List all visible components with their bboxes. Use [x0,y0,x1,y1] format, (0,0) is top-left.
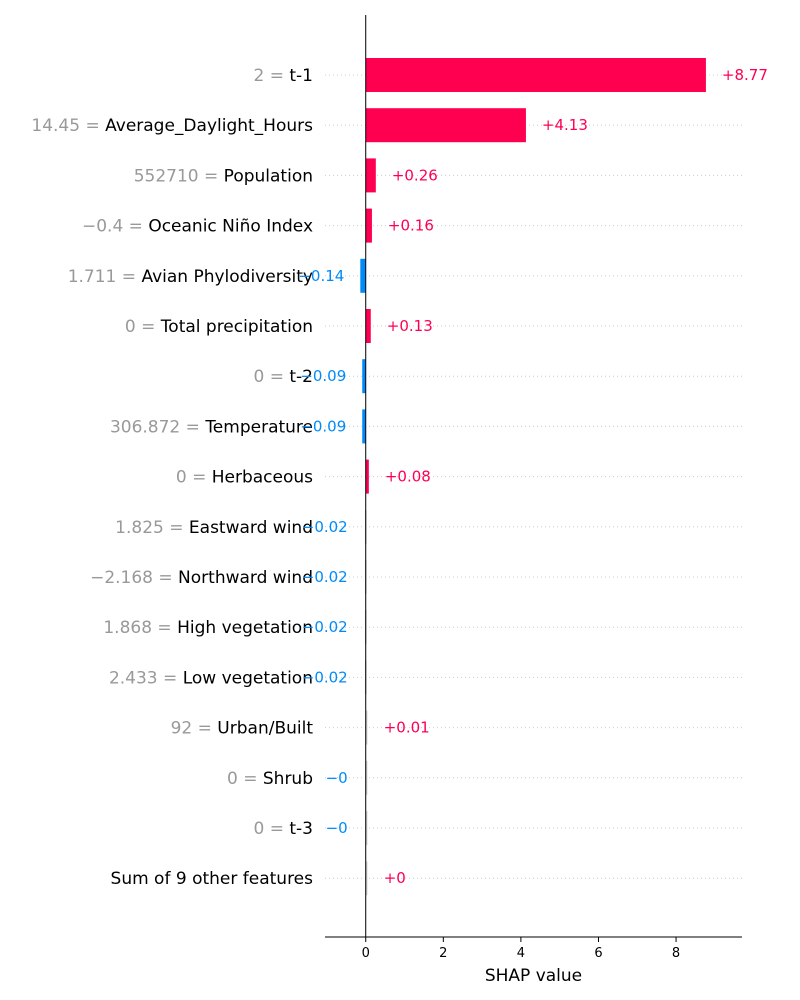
x-axis-label: SHAP value [485,966,582,986]
value-labels: +8.77 +4.13 +0.26 +0.16 −0.14 +0.13 −0.09 −0.09… [298,66,768,887]
value-label: +0.08 [385,468,431,486]
feature-name: Avian Phylodiversity [141,267,313,287]
bar [362,359,366,394]
feature-label: Sum of 9 other features [111,869,314,889]
feature-label: 0 = Shrub [227,769,313,789]
value-label: +4.13 [542,116,588,134]
feature-name: Urban/Built [217,719,313,739]
feature-label: 1.711 = Avian Phylodiversity [68,267,313,287]
feature-name: Low vegetation [183,668,313,688]
value-label: −0 [326,769,348,787]
feature-value: 306.872 = [110,417,205,437]
feature-label: 1.868 = High vegetation [103,618,313,638]
feature-value: 0 = [254,367,290,387]
feature-name: Shrub [263,769,313,789]
value-label: −0.14 [298,267,344,285]
feature-value: 2 = [254,66,290,86]
x-tick-label: 4 [517,946,525,961]
feature-name: Temperature [204,417,313,437]
feature-value: 552710 = [134,166,224,186]
feature-labels: 2 = t-1 14.45 = Average_Daylight_Hours 552… [31,66,313,889]
bar [365,861,368,896]
value-label: +0.16 [388,217,434,235]
feature-label: 14.45 = Average_Daylight_Hours [31,116,313,136]
value-label: −0.02 [302,668,348,686]
x-tick-label: 6 [594,946,602,961]
bar [365,710,368,745]
value-label: +0 [384,869,406,887]
value-label: +0.01 [384,719,430,737]
bar [362,409,366,444]
value-label: −0.02 [302,518,348,536]
bar [365,459,369,494]
x-tick-label: 0 [362,946,370,961]
value-label: +0.13 [387,317,433,335]
bar [365,158,376,193]
feature-name: Total precipitation [160,317,313,337]
feature-value: 0 = [254,819,290,839]
feature-name: Oceanic Niño Index [148,217,313,237]
feature-value: 92 = [171,719,218,739]
feature-label: 0 = Herbaceous [176,468,313,488]
feature-name: Eastward wind [189,518,313,538]
feature-name: Population [224,166,313,186]
feature-name: Sum of 9 other features [111,869,314,889]
value-label: −0 [326,819,348,837]
feature-label: 0 = t-2 [254,367,314,387]
feature-name: Average_Daylight_Hours [105,116,313,136]
bar [365,108,526,143]
bar [365,58,706,92]
feature-label: −0.4 = Oceanic Niño Index [82,217,313,237]
feature-label: 0 = t-3 [254,819,314,839]
feature-value: −2.168 = [90,568,178,588]
value-label: −0.02 [302,568,348,586]
value-label: +0.26 [392,166,438,184]
feature-value: −0.4 = [82,217,148,237]
feature-name: t-3 [289,819,313,839]
feature-value: 1.711 = [68,267,142,287]
feature-label: −2.168 = Northward wind [90,568,313,588]
bar [360,258,366,293]
x-tick-label: 2 [439,946,447,961]
feature-name: t-1 [289,66,313,86]
bar [365,760,368,795]
feature-value: 0 = [227,769,263,789]
row-gridlines [325,74,742,879]
feature-name: t-2 [289,367,313,387]
feature-name: Northward wind [178,568,313,588]
feature-label: 2.433 = Low vegetation [109,668,313,688]
bars [360,58,706,896]
feature-name: High vegetation [177,618,313,638]
feature-value: 1.825 = [115,518,189,538]
bar [365,208,372,243]
feature-value: 0 = [176,468,212,488]
value-label: −0.09 [300,417,346,435]
feature-label: 0 = Total precipitation [125,317,313,337]
feature-label: 306.872 = Temperature [110,417,313,437]
value-label: −0.02 [302,618,348,636]
feature-label: 2 = t-1 [254,66,314,86]
x-axis: 0 2 4 6 8 [325,936,742,961]
feature-value: 2.433 = [109,668,183,688]
bar [365,811,368,845]
feature-value: 0 = [125,317,161,337]
bar [365,309,371,343]
feature-label: 552710 = Population [134,166,313,186]
x-tick-label: 8 [672,946,680,961]
value-label: +8.77 [722,66,768,84]
feature-name: Herbaceous [212,468,313,488]
value-label: −0.09 [300,367,346,385]
feature-label: 1.825 = Eastward wind [115,518,313,538]
feature-value: 14.45 = [31,116,105,136]
feature-value: 1.868 = [103,618,177,638]
feature-label: 92 = Urban/Built [171,719,314,739]
